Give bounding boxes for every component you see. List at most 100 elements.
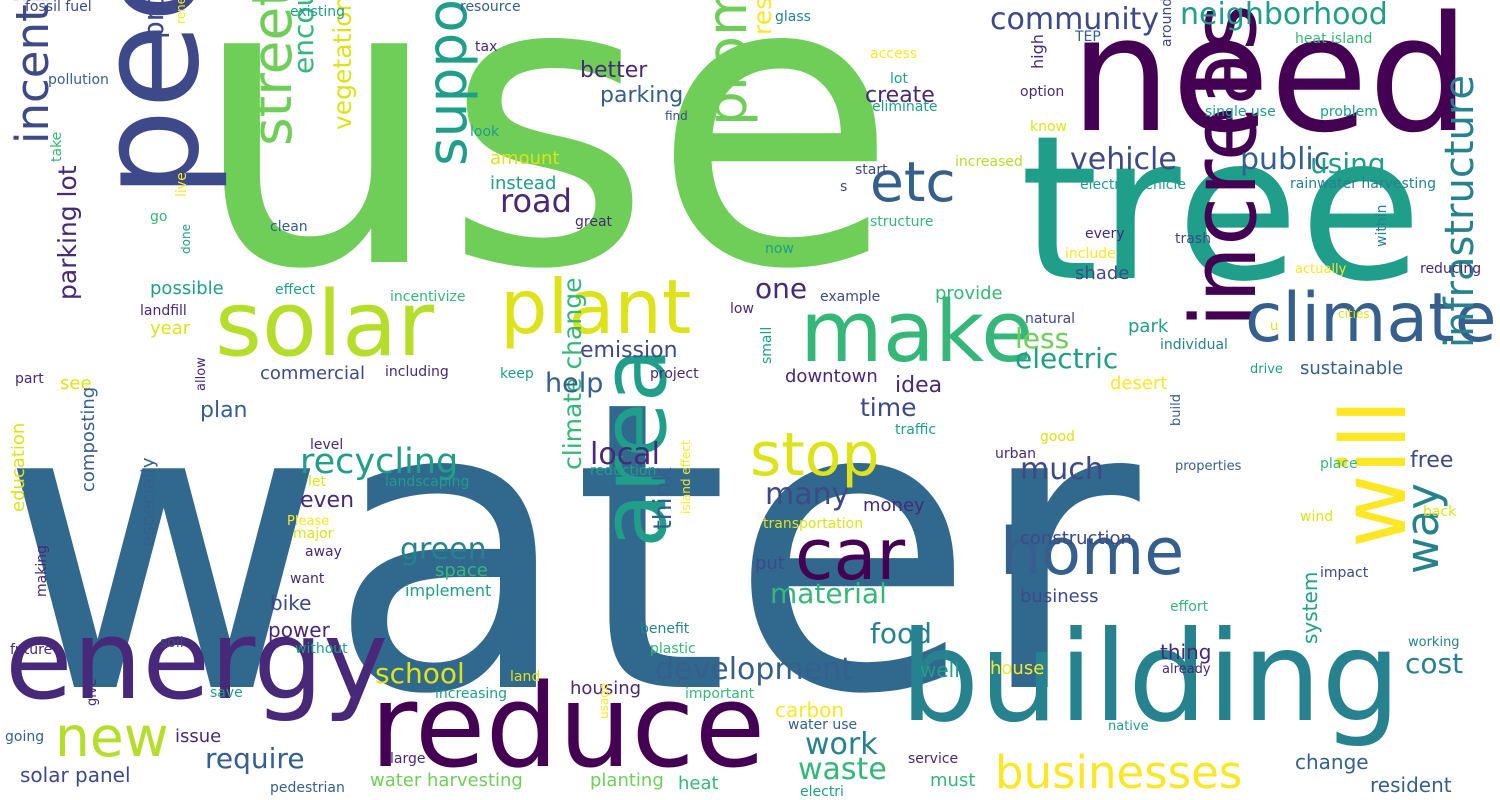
cloud-word-landscaping: landscaping xyxy=(385,474,470,490)
cloud-word-access: access xyxy=(870,46,918,62)
cloud-word-space: space xyxy=(435,560,488,581)
cloud-word-water-harvesting: water harvesting xyxy=(370,770,523,791)
cloud-word-increasing: increasing xyxy=(435,686,508,702)
cloud-word-year: year xyxy=(150,318,191,339)
cloud-word-usage: usage xyxy=(597,683,611,720)
cloud-word-time: time xyxy=(860,393,917,422)
cloud-word-thing: thing xyxy=(1160,640,1212,664)
cloud-word-back: back xyxy=(1423,504,1457,520)
cloud-word-plastic: plastic xyxy=(650,641,696,657)
cloud-word-need: need xyxy=(1070,0,1470,168)
cloud-word-school: school xyxy=(375,657,465,690)
cloud-word-let: let xyxy=(308,474,326,490)
cloud-word-reduction: reduction xyxy=(590,463,657,479)
cloud-word-program: program xyxy=(137,0,170,39)
cloud-word-public: public xyxy=(1240,142,1331,177)
cloud-word-reduce: reduce xyxy=(370,660,766,794)
cloud-word-land: land xyxy=(510,669,541,685)
cloud-word-green: green xyxy=(400,532,487,567)
cloud-word-commercial: commercial xyxy=(260,363,365,384)
cloud-word-single-use: single use xyxy=(1205,104,1276,120)
cloud-word-build: build xyxy=(1169,393,1184,426)
cloud-word-existing: existing xyxy=(290,4,345,20)
cloud-word-now: now xyxy=(765,241,794,257)
cloud-word-cost: cost xyxy=(1405,647,1464,680)
cloud-word-option: option xyxy=(1020,84,1065,100)
cloud-word-already: already xyxy=(1162,662,1211,677)
cloud-word-actually: actually xyxy=(1295,262,1347,277)
cloud-word-properties: properties xyxy=(1175,459,1242,474)
cloud-word-keep: keep xyxy=(500,366,534,382)
cloud-word-residential: residential xyxy=(748,0,777,35)
cloud-word-project: project xyxy=(650,366,699,382)
cloud-word-plan: plan xyxy=(200,398,248,423)
cloud-word-electric: electric xyxy=(1015,342,1119,375)
cloud-word-cities: cities xyxy=(1338,307,1370,321)
cloud-word-give: give xyxy=(85,678,100,706)
cloud-word-work: work xyxy=(805,727,878,762)
cloud-word-reducing: reducing xyxy=(1420,261,1482,277)
cloud-word-even: even xyxy=(300,488,355,513)
cloud-word-lot: lot xyxy=(890,71,908,87)
cloud-word-issue: issue xyxy=(175,726,222,747)
cloud-word-carbon: carbon xyxy=(775,698,845,722)
cloud-word-without: without xyxy=(295,641,348,657)
cloud-word-part: part xyxy=(15,371,44,387)
cloud-word-desert: desert xyxy=(1110,373,1168,394)
cloud-word-stop: stop xyxy=(750,420,880,490)
cloud-word-away: away xyxy=(305,544,342,560)
cloud-word-infrastructure: infrastructure xyxy=(1437,74,1483,348)
cloud-word-good: good xyxy=(1040,429,1075,445)
cloud-word-housing: housing xyxy=(570,678,642,699)
cloud-word-system: system xyxy=(1298,571,1322,644)
cloud-word-energy: energy xyxy=(5,596,389,724)
cloud-word-natural: natural xyxy=(1025,311,1076,327)
cloud-word-transportation: transportation xyxy=(763,516,864,532)
cloud-word-use: use xyxy=(190,0,899,357)
cloud-word-parking-lot: parking lot xyxy=(53,165,82,300)
cloud-word-tree: tree xyxy=(1020,93,1423,326)
cloud-word-know: know xyxy=(1030,119,1067,135)
cloud-word-glass: glass xyxy=(775,9,811,25)
cloud-word-resident: resident xyxy=(1370,773,1452,797)
cloud-word-benefit: benefit xyxy=(640,621,690,637)
cloud-word-eliminate: eliminate xyxy=(872,99,938,115)
cloud-word-island-effect: island effect xyxy=(679,440,693,515)
cloud-word-car: car xyxy=(795,514,906,596)
cloud-word-plant: plant xyxy=(500,263,692,351)
cloud-word-electric-vehicle: electric vehicle xyxy=(1080,177,1186,193)
cloud-word-low: low xyxy=(730,301,754,317)
cloud-word-water: water xyxy=(0,317,1140,782)
cloud-word-solar: solar xyxy=(215,272,435,377)
cloud-word-s: s xyxy=(840,179,848,195)
cloud-word-example: example xyxy=(820,289,881,305)
cloud-word-save: save xyxy=(210,685,243,701)
cloud-word-including: including xyxy=(385,364,449,380)
cloud-word-put: put xyxy=(755,553,785,574)
cloud-word-start: start xyxy=(855,162,888,178)
cloud-word-especially: especially xyxy=(138,457,159,547)
cloud-word-businesses: businesses xyxy=(995,746,1243,799)
cloud-word-tax: tax xyxy=(475,39,498,55)
cloud-word-small: small xyxy=(759,326,775,364)
cloud-word-future: future xyxy=(10,642,53,658)
cloud-word-electri: electri xyxy=(800,784,844,800)
cloud-word-traffic: traffic xyxy=(895,422,937,438)
cloud-word-impact: impact xyxy=(1320,565,1369,581)
cloud-word-soil: soil xyxy=(160,635,184,651)
cloud-word-making: making xyxy=(34,544,50,597)
cloud-word-tep: TEP xyxy=(1075,29,1101,45)
cloud-word-support: support xyxy=(415,0,479,166)
cloud-word-within: within xyxy=(1374,204,1390,247)
cloud-word-new: new xyxy=(55,705,169,769)
cloud-word-well: well xyxy=(920,658,960,682)
cloud-word-urban: urban xyxy=(995,446,1036,462)
cloud-word-promote: promote xyxy=(695,0,759,126)
cloud-word-local: local xyxy=(590,437,660,472)
cloud-word-education: education xyxy=(8,422,29,512)
cloud-word-require: require xyxy=(205,742,305,775)
cloud-word-house: house xyxy=(990,658,1045,679)
cloud-word-must: must xyxy=(930,770,976,791)
cloud-word-business: business xyxy=(1020,586,1099,607)
